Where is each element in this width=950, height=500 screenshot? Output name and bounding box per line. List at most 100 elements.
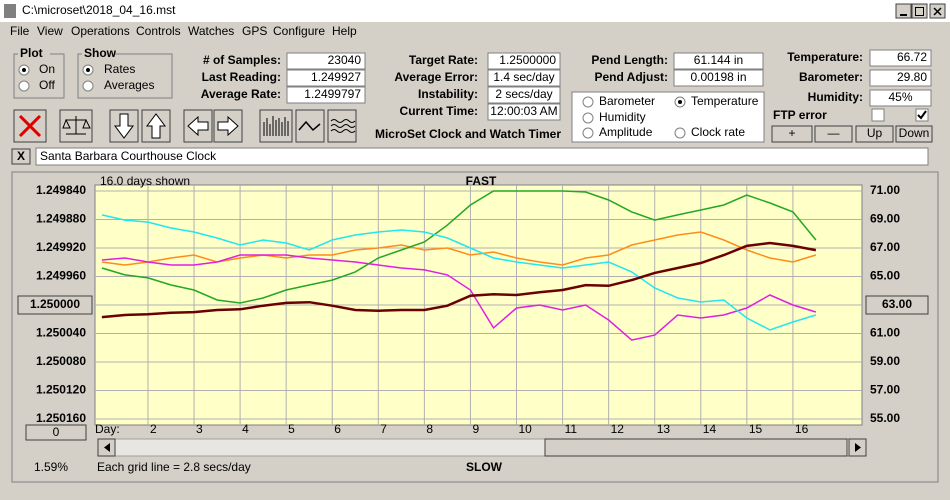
radio-label[interactable]: Averages [104, 78, 154, 92]
menu-item[interactable]: Help [332, 24, 357, 38]
button-label[interactable]: — [828, 126, 840, 140]
series-option[interactable]: Barometer [599, 94, 655, 108]
series-option[interactable]: Clock rate [691, 125, 745, 139]
y-tick-label: 1.249880 [36, 212, 86, 226]
window-title: C:\microset\2018_04_16.mst [22, 3, 176, 17]
field-label: # of Samples: [203, 53, 281, 67]
icon-waves [330, 119, 356, 133]
field-box [673, 69, 764, 87]
field-value: 1.2499797 [304, 87, 361, 101]
radio[interactable] [582, 127, 594, 139]
radio[interactable] [18, 80, 30, 92]
series-selector [571, 91, 765, 143]
field-value: 23040 [328, 53, 362, 67]
field-box [487, 52, 561, 70]
slow-label: SLOW [466, 460, 503, 474]
tool-button[interactable] [327, 109, 357, 143]
menu-item[interactable]: Watches [188, 24, 234, 38]
left-center-button[interactable] [17, 295, 93, 315]
y2-tick-label: 69.00 [870, 212, 900, 226]
field-value: 1.4 sec/day [493, 70, 554, 84]
app-icon [4, 4, 16, 18]
radio-label[interactable]: Off [39, 78, 55, 92]
button-label[interactable]: Down [899, 126, 930, 140]
icon-down [114, 113, 134, 139]
field-label: Humidity: [808, 90, 863, 104]
right-center-label[interactable]: 63.00 [882, 297, 912, 311]
field-box [487, 69, 561, 87]
window-controls[interactable] [895, 3, 946, 19]
x-tick-label: 15 [749, 422, 763, 436]
field-value: 2 secs/day [495, 87, 552, 101]
series-option[interactable]: Humidity [599, 110, 646, 124]
button[interactable] [771, 125, 813, 143]
y-tick-label: 1.250080 [36, 354, 86, 368]
description-box[interactable] [35, 147, 929, 166]
y2-tick-label: 65.00 [870, 269, 900, 283]
check-mark [917, 110, 927, 120]
clear-button[interactable] [11, 148, 31, 165]
x-tick-label: 11 [565, 422, 578, 436]
description: Santa Barbara Courthouse Clock [40, 149, 217, 163]
x-tick-label: 3 [196, 422, 203, 436]
menu-item[interactable]: View [37, 24, 63, 38]
field-box [286, 69, 366, 87]
icon-bars [263, 116, 289, 136]
series-option[interactable]: Amplitude [599, 125, 653, 139]
clear-button-label[interactable]: X [17, 149, 25, 163]
radio[interactable] [582, 112, 594, 124]
button[interactable] [855, 125, 894, 143]
percent-label: 1.59% [34, 460, 68, 474]
radio[interactable] [674, 127, 686, 139]
group-title-bg [18, 47, 50, 59]
menu-item[interactable]: Operations [71, 24, 130, 38]
icon-up [146, 113, 166, 139]
button[interactable] [814, 125, 853, 143]
app-subtitle: MicroSet Clock and Watch Timer [375, 127, 561, 141]
scroll-thumb[interactable] [544, 438, 848, 457]
radio-label[interactable]: Rates [104, 62, 135, 76]
field-value: 1.249927 [311, 70, 361, 84]
icon-left [187, 115, 209, 137]
x-tick-label: 16 [795, 422, 809, 436]
right-center-button[interactable] [865, 295, 929, 315]
field-box [869, 89, 932, 107]
left-center-label[interactable]: 1.250000 [30, 297, 80, 311]
y-tick-label: 1.249840 [36, 183, 86, 197]
y-tick-label: 1.250160 [36, 411, 86, 425]
field-box [487, 103, 561, 121]
offset-label[interactable]: 0 [53, 425, 60, 439]
x-tick-label: 2 [150, 422, 157, 436]
x-tick-label: 8 [426, 422, 433, 436]
x-tick-label: 5 [288, 422, 295, 436]
checkbox[interactable] [871, 108, 885, 122]
field-box [869, 69, 932, 87]
x-tick-label: 6 [334, 422, 341, 436]
radio-label[interactable]: On [39, 62, 55, 76]
days-shown: 16.0 days shown [100, 174, 190, 188]
menu-item[interactable]: File [10, 24, 30, 38]
y2-tick-label: 71.00 [870, 183, 900, 197]
field-label: Temperature: [787, 50, 863, 64]
radio-dot [22, 68, 26, 72]
x-tick-label: 14 [703, 422, 717, 436]
offset-button[interactable] [25, 424, 87, 441]
minimize-button[interactable] [895, 3, 912, 19]
close-glyph [933, 7, 942, 16]
button[interactable] [895, 125, 933, 143]
series-option[interactable]: Temperature [691, 94, 759, 108]
icon-right [217, 115, 239, 137]
menu-item[interactable]: GPS [242, 24, 267, 38]
fast-label: FAST [466, 174, 497, 188]
radio[interactable] [582, 96, 594, 108]
field-box [869, 49, 932, 67]
field-value: 1.2500000 [499, 53, 556, 67]
button-label[interactable]: Up [867, 126, 883, 140]
radio[interactable] [82, 80, 94, 92]
series-line [101, 214, 817, 331]
menu-item[interactable]: Configure [273, 24, 325, 38]
button-label[interactable]: + [788, 126, 795, 140]
field-value: 45% [888, 90, 912, 104]
max-glyph [915, 7, 924, 16]
menu-item[interactable]: Controls [136, 24, 181, 38]
